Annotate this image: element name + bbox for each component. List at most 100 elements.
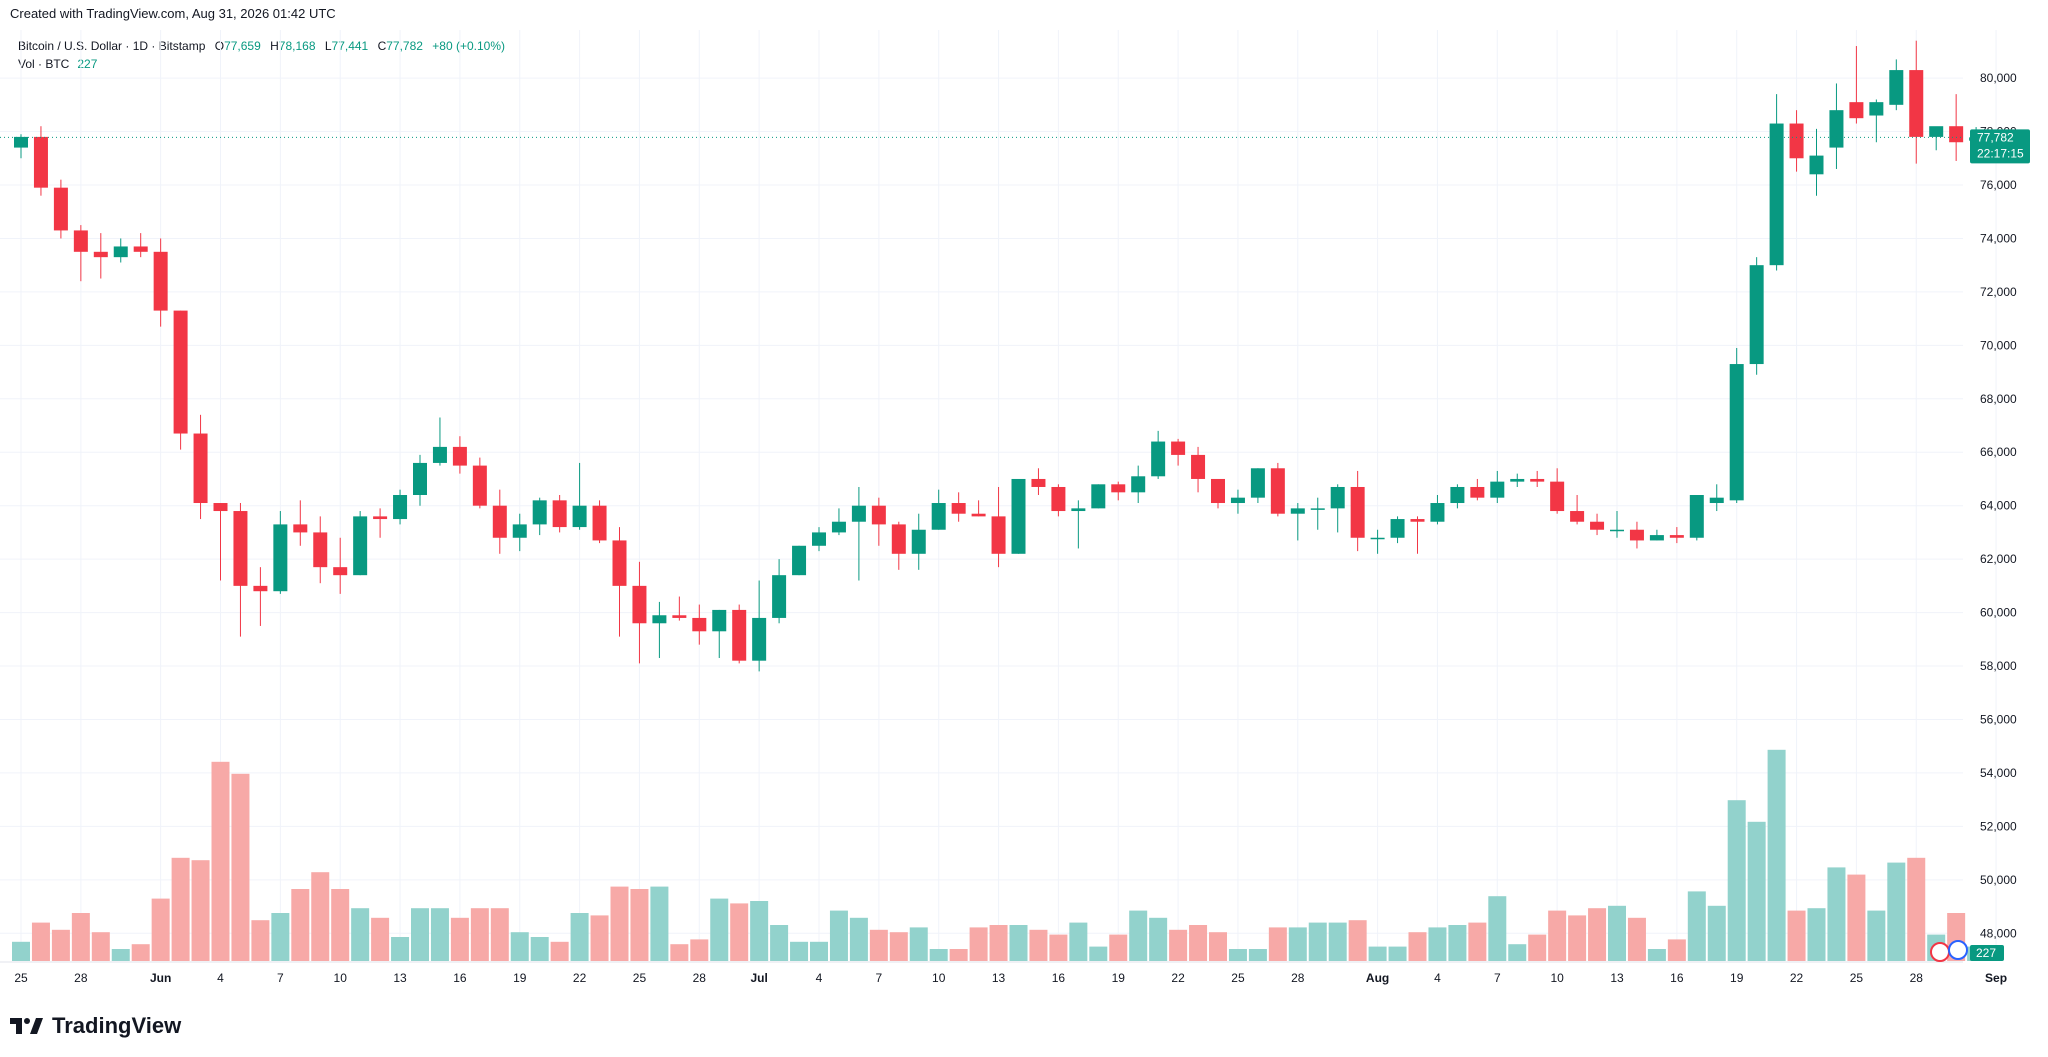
- price-axis: 48,000 50,000 52,000 54,000 56,000 58,000 60,0…: [1980, 71, 2017, 940]
- volume-bar: [1767, 749, 1786, 961]
- volume-bar: [1528, 934, 1547, 961]
- volume-bar: [1448, 925, 1467, 961]
- candle: [1709, 484, 1724, 512]
- candle: [1350, 470, 1365, 552]
- volume-bar: [12, 941, 30, 961]
- candle-body: [33, 136, 48, 188]
- candle-body: [732, 609, 747, 661]
- candle: [732, 604, 747, 664]
- candle: [1849, 46, 1864, 124]
- candle-body: [1490, 481, 1505, 498]
- candle: [233, 503, 248, 637]
- event-markers[interactable]: [1930, 940, 1968, 962]
- volume-bar: [351, 908, 370, 961]
- volume-bar: [151, 898, 170, 961]
- volume-bar: [1727, 800, 1746, 961]
- candle-body: [812, 532, 826, 546]
- candle: [752, 580, 767, 672]
- volume-bar: [849, 917, 868, 961]
- close-label: C: [377, 39, 387, 53]
- candle: [1051, 484, 1066, 517]
- candle-body: [1450, 486, 1465, 504]
- candle: [1230, 489, 1245, 514]
- candle-body: [1051, 486, 1066, 512]
- low-label: L: [324, 39, 332, 53]
- candle-body: [1510, 478, 1525, 482]
- open-label: O: [214, 39, 225, 53]
- candle-body: [512, 524, 527, 538]
- candle-body: [1929, 126, 1944, 137]
- time-tick-label: 28: [693, 971, 707, 985]
- volume-bar: [710, 898, 729, 961]
- volume-label[interactable]: Vol · BTC: [18, 57, 70, 71]
- candle: [772, 559, 787, 624]
- volume-bar: [770, 925, 789, 961]
- created-with-text: Created with TradingView.com, Aug 31, 20…: [10, 6, 336, 21]
- change-value: +80 (+0.10%): [432, 39, 506, 53]
- candle: [1410, 516, 1425, 554]
- last-price-tag: 77,782 22:17:15: [1970, 129, 2030, 164]
- price-tick-label: 70,000: [1980, 338, 2017, 352]
- candle: [1011, 478, 1026, 554]
- time-tick-label: 4: [217, 971, 224, 985]
- candle-body: [1011, 478, 1026, 554]
- volume-bar: [1388, 946, 1407, 961]
- candle: [333, 537, 348, 594]
- volume-bar: [490, 908, 509, 961]
- volume-bar: [630, 889, 649, 961]
- volume-bar: [1647, 949, 1666, 961]
- chart-legend: Bitcoin / U.S. Dollar · 1D · Bitstamp O7…: [18, 37, 505, 73]
- candle: [1171, 438, 1186, 466]
- last-price-value: 77,782: [1977, 130, 2014, 144]
- high-label: H: [270, 39, 279, 53]
- volume-bar: [690, 939, 709, 961]
- price-tick-label: 54,000: [1980, 766, 2017, 780]
- price-tick-label: 52,000: [1980, 819, 2017, 833]
- volume-bar: [1627, 917, 1646, 961]
- candle: [193, 414, 208, 520]
- time-tick-label: 25: [14, 971, 28, 985]
- tradingview-logo[interactable]: TradingView: [10, 1013, 181, 1039]
- candle-body: [572, 505, 587, 528]
- candle: [871, 497, 886, 546]
- volume-bar: [750, 901, 769, 961]
- volume-bar: [869, 929, 888, 961]
- candle: [133, 233, 148, 258]
- candles: [14, 40, 1984, 672]
- volume-bar: [1009, 925, 1028, 961]
- volume-bar: [1348, 920, 1367, 961]
- candle: [1749, 257, 1764, 375]
- volume-tag-value: 227: [1976, 946, 1996, 960]
- candle-body: [1709, 497, 1724, 504]
- volume-bar: [1847, 874, 1866, 961]
- candle-body: [1849, 102, 1864, 119]
- candle-body: [373, 516, 388, 520]
- candle-body: [1550, 481, 1565, 512]
- candle: [532, 497, 547, 536]
- time-tick-label: 7: [876, 971, 883, 985]
- candle-body: [1171, 441, 1186, 455]
- candle-body: [273, 524, 288, 592]
- volume-bar: [1368, 946, 1387, 961]
- candle-body: [1151, 441, 1166, 477]
- volume-bar: [1428, 927, 1447, 961]
- volume-bar: [91, 932, 110, 961]
- candle-body: [1390, 519, 1405, 538]
- candle: [1809, 128, 1824, 196]
- volume-bar: [1049, 934, 1068, 961]
- candle-body: [472, 465, 487, 506]
- volume-bar: [1308, 922, 1327, 961]
- symbol-title[interactable]: Bitcoin / U.S. Dollar · 1D · Bitstamp: [18, 39, 206, 53]
- candle: [1490, 470, 1505, 504]
- price-tick-label: 62,000: [1980, 552, 2017, 566]
- candle: [971, 500, 986, 517]
- tradingview-logo-icon: [10, 1018, 43, 1034]
- candle: [1729, 348, 1744, 504]
- candle: [1031, 468, 1046, 495]
- candle-body: [1949, 126, 1964, 143]
- candle: [213, 503, 228, 581]
- time-tick-label: 28: [1291, 971, 1305, 985]
- price-chart[interactable]: 48,000 50,000 52,000 54,000 56,000 58,000 60,0…: [0, 0, 2048, 1000]
- candle-body: [233, 511, 248, 586]
- volume-tag: 227: [1970, 945, 2004, 961]
